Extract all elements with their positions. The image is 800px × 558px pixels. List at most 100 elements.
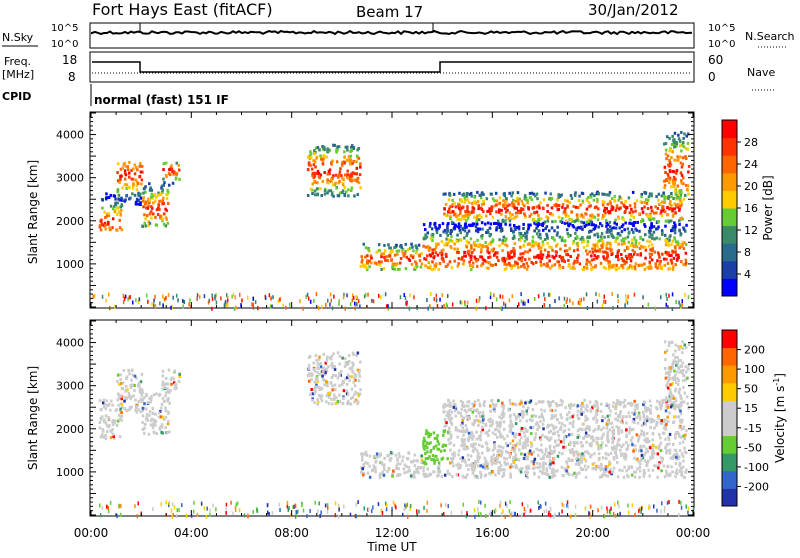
vel-point — [669, 433, 672, 436]
power-point — [480, 216, 483, 219]
vel-point — [425, 429, 428, 432]
power-point — [310, 156, 313, 159]
power-point — [175, 173, 178, 176]
vel-point — [128, 372, 131, 375]
vel-point — [503, 461, 506, 464]
power-point — [461, 217, 464, 220]
vel-point — [125, 397, 128, 400]
power-point — [510, 251, 513, 254]
vel-point — [477, 460, 480, 463]
power-point — [509, 211, 512, 214]
power-point — [456, 240, 459, 243]
vel-point — [662, 457, 665, 460]
vel-point — [684, 344, 687, 347]
vel-point — [669, 452, 672, 455]
vel-point — [499, 461, 502, 464]
power-point — [434, 222, 437, 225]
vel-point — [616, 445, 619, 448]
power-point — [644, 246, 647, 249]
vel-point — [554, 409, 557, 412]
power-point — [589, 204, 592, 207]
power-point — [457, 265, 460, 268]
vel-point — [554, 440, 557, 443]
power-point — [373, 299, 375, 303]
vel-point — [426, 450, 429, 453]
vel-point — [350, 403, 353, 406]
vel-point — [558, 438, 561, 441]
vel-point — [684, 437, 687, 440]
vel-point — [139, 389, 142, 392]
power-point — [479, 194, 482, 197]
power-point — [667, 213, 670, 216]
vel-point — [593, 452, 596, 455]
power-point — [378, 243, 381, 246]
vel-point — [553, 458, 556, 461]
power-point — [363, 243, 366, 246]
power-point — [343, 186, 346, 189]
power-point — [638, 212, 641, 215]
power-point — [405, 267, 408, 270]
power-point — [672, 250, 675, 253]
power-point — [396, 253, 399, 256]
power-point — [481, 221, 484, 224]
power-point — [162, 295, 164, 299]
power-point — [573, 249, 576, 252]
power-point — [328, 170, 331, 173]
vel-point — [657, 466, 660, 469]
power-point — [536, 232, 539, 235]
vel-point — [383, 468, 386, 471]
vel-point — [323, 353, 326, 356]
vel-point — [468, 432, 471, 435]
power-point — [368, 265, 371, 268]
power-point — [309, 150, 312, 153]
vel-point — [127, 369, 129, 372]
vel-point — [520, 401, 523, 404]
power-point — [517, 211, 520, 214]
vel-point — [167, 420, 170, 423]
power-point — [671, 262, 674, 265]
vel-point — [477, 419, 480, 422]
vel-point — [665, 470, 668, 473]
vel-point — [572, 425, 575, 428]
power-point — [670, 243, 673, 246]
power-point — [586, 221, 589, 224]
power-point — [449, 232, 452, 235]
vel-point — [643, 419, 646, 422]
power-point — [150, 205, 153, 208]
vel-point — [597, 437, 600, 440]
vel-point — [665, 396, 668, 399]
power-point — [112, 217, 115, 220]
vel-point — [648, 474, 651, 477]
power-point — [391, 265, 394, 268]
vel-point — [652, 438, 655, 441]
power-point — [505, 197, 508, 200]
vel-point — [495, 428, 498, 431]
vel-point — [470, 455, 473, 458]
power-point — [139, 193, 142, 196]
power-point — [149, 199, 152, 202]
power-point — [158, 200, 161, 203]
vel-point — [308, 367, 311, 370]
vel-point — [101, 428, 104, 431]
vel-point — [681, 351, 684, 354]
power-point — [628, 196, 631, 199]
power-point — [480, 207, 483, 210]
power-point — [670, 219, 673, 222]
power-point — [446, 226, 449, 229]
power-point — [152, 201, 155, 204]
power-point — [527, 265, 530, 268]
power-point — [524, 250, 527, 253]
power-point — [343, 150, 346, 153]
power-point — [592, 251, 595, 254]
power-point — [354, 302, 356, 306]
power-point — [581, 241, 584, 244]
vel-point — [625, 428, 628, 431]
power-point — [526, 201, 529, 204]
power-point — [500, 230, 503, 233]
power-point — [630, 244, 633, 247]
vel-point — [337, 351, 340, 354]
vel-point — [498, 454, 501, 457]
power-point — [679, 246, 682, 249]
vel-point — [163, 400, 166, 403]
